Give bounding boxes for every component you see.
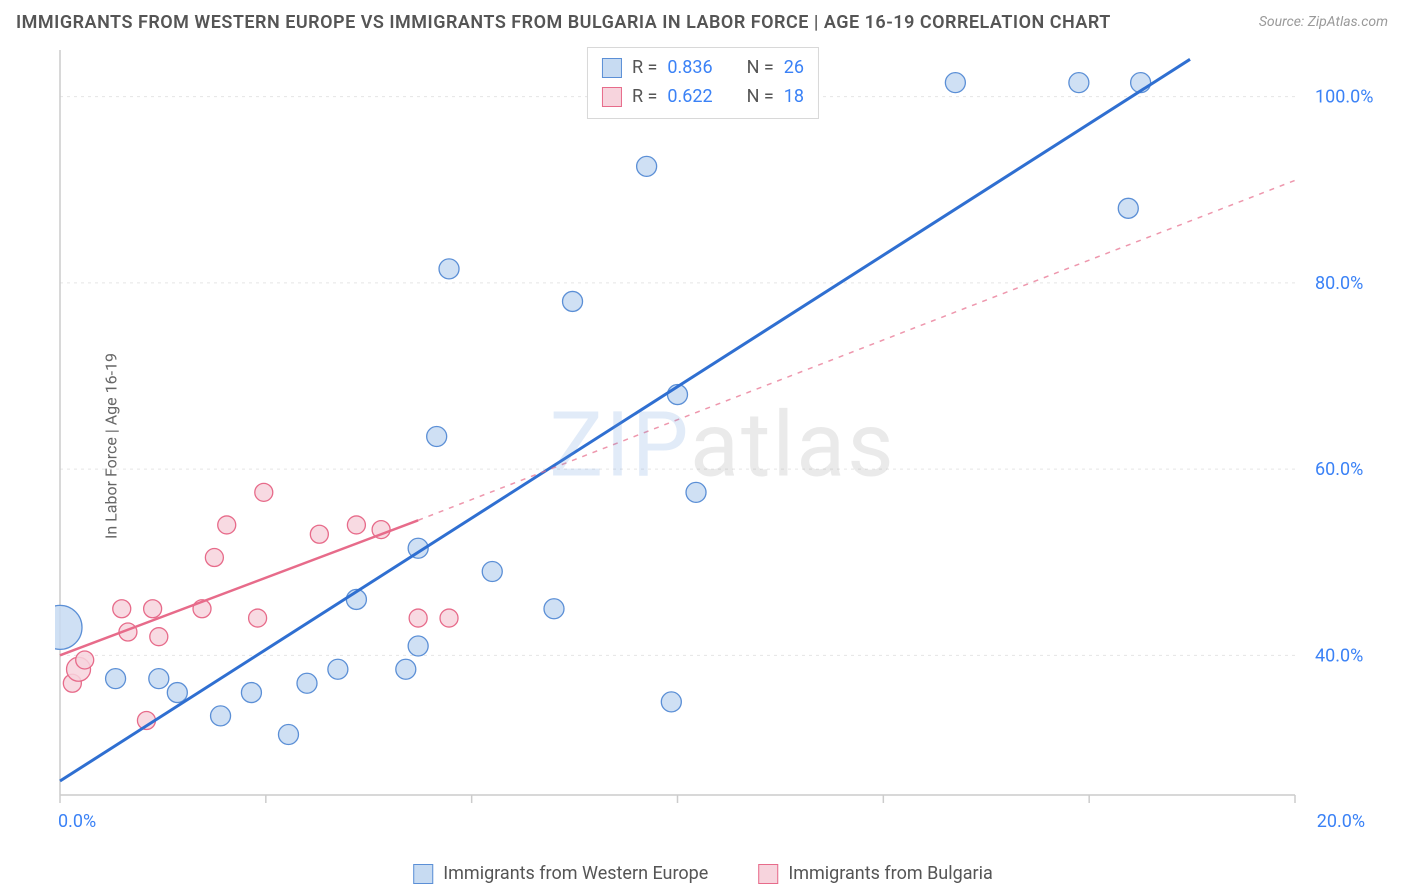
legend-swatch	[602, 87, 622, 107]
series-legend-item: Immigrants from Western Europe	[413, 863, 708, 884]
data-point	[686, 482, 706, 502]
data-point	[144, 600, 162, 618]
legend-r-label: R =	[632, 83, 657, 112]
data-point	[297, 673, 317, 693]
data-point	[150, 628, 168, 646]
series-legend-label: Immigrants from Western Europe	[443, 863, 708, 884]
data-point	[544, 599, 564, 619]
data-point	[945, 73, 965, 93]
legend-stat-row: R = 0.836 N = 26	[602, 54, 804, 83]
data-point	[440, 609, 458, 627]
legend-n-label: N =	[747, 83, 774, 112]
data-point	[113, 600, 131, 618]
data-point	[149, 669, 169, 689]
legend-swatch	[413, 864, 433, 884]
legend-swatch	[602, 58, 622, 78]
y-tick-label: 80.0%	[1315, 273, 1363, 294]
data-point	[278, 724, 298, 744]
data-point	[563, 291, 583, 311]
data-point	[637, 156, 657, 176]
data-point	[409, 609, 427, 627]
data-point	[328, 659, 348, 679]
x-tick-label: 20.0%	[1317, 811, 1365, 832]
series-legend: Immigrants from Western Europe Immigrants…	[413, 863, 993, 884]
data-point	[241, 683, 261, 703]
source-label: Source: ZipAtlas.com	[1259, 14, 1388, 30]
legend-n-value: 26	[784, 54, 804, 83]
data-point	[249, 609, 267, 627]
data-point	[218, 516, 236, 534]
data-point	[255, 483, 273, 501]
data-point	[55, 605, 82, 649]
y-tick-label: 100.0%	[1315, 87, 1373, 108]
stats-legend: R = 0.836 N = 26 R = 0.622 N = 18	[587, 47, 819, 119]
legend-r-value: 0.836	[667, 54, 712, 83]
data-point	[1118, 198, 1138, 218]
legend-swatch	[758, 864, 778, 884]
data-point	[211, 706, 231, 726]
data-point	[396, 659, 416, 679]
legend-r-label: R =	[632, 54, 657, 83]
series-legend-label: Immigrants from Bulgaria	[788, 863, 992, 884]
trend-line-extrapolated	[418, 180, 1295, 520]
chart-title: IMMIGRANTS FROM WESTERN EUROPE VS IMMIGR…	[16, 12, 1111, 33]
scatter-chart: 40.0% 60.0% 80.0% 100.0% 0.0% 20.0%	[55, 45, 1390, 845]
legend-n-value: 18	[784, 83, 804, 112]
chart-area: 40.0%60.0%80.0%100.0%0.0%20.0% ZIPatlas	[55, 45, 1390, 845]
data-point	[1069, 73, 1089, 93]
data-point	[427, 426, 447, 446]
legend-stat-row: R = 0.622 N = 18	[602, 83, 804, 112]
legend-n-label: N =	[747, 54, 774, 83]
data-point	[106, 669, 126, 689]
data-point	[347, 516, 365, 534]
data-point	[205, 549, 223, 567]
legend-r-value: 0.622	[667, 83, 712, 112]
data-point	[167, 683, 187, 703]
trend-line	[60, 59, 1190, 781]
data-point	[482, 562, 502, 582]
data-point	[408, 636, 428, 656]
data-point	[439, 259, 459, 279]
y-tick-label: 40.0%	[1315, 645, 1363, 666]
data-point	[661, 692, 681, 712]
data-point	[76, 651, 94, 669]
y-tick-label: 60.0%	[1315, 459, 1363, 480]
data-point	[310, 525, 328, 543]
series-legend-item: Immigrants from Bulgaria	[758, 863, 992, 884]
x-tick-label: 0.0%	[58, 811, 96, 832]
